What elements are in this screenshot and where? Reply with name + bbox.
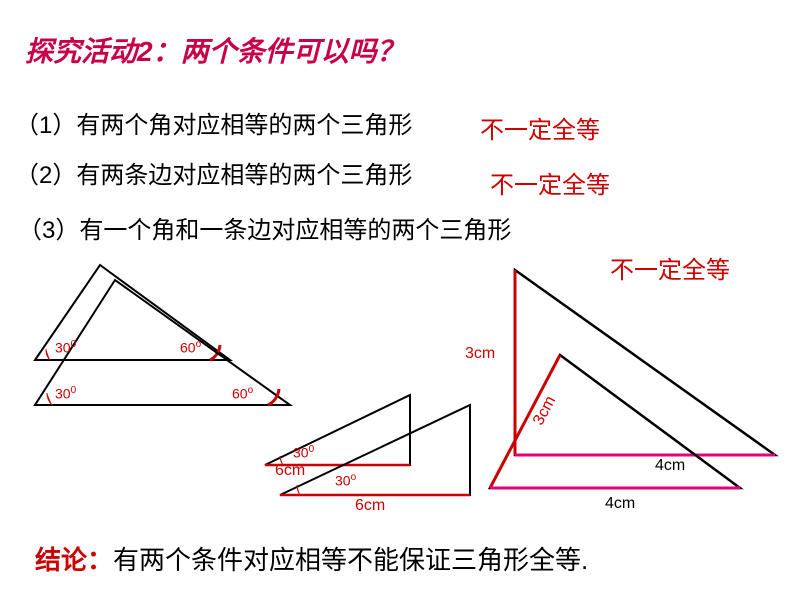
label-3cm-1: 3cm [465, 345, 495, 363]
answer-1: 不一定全等 [480, 110, 600, 145]
label-6cm-1: 6cm [275, 462, 305, 480]
title-question: 两个条件可以吗？ [181, 36, 405, 67]
d3-triangle-back [515, 270, 775, 455]
conclusion-label: 结论： [35, 545, 113, 575]
d3-triangle-front [490, 355, 740, 488]
label-4cm-1: 4cm [655, 457, 685, 475]
label-angle-30-4: 30o [335, 472, 356, 489]
conclusion: 结论：有两个条件对应相等不能保证三角形全等. [35, 540, 588, 577]
conclusion-text: 有两个条件对应相等不能保证三角形全等. [113, 545, 588, 575]
statement-1: （1）有两个角对应相等的两个三角形 [15, 105, 412, 140]
label-4cm-2: 4cm [605, 495, 635, 513]
label-6cm-2: 6cm [355, 497, 385, 515]
triangles-svg [0, 240, 794, 530]
title-prefix: 探究活动2： [25, 36, 181, 67]
d1-angle-mark-1 [46, 349, 50, 360]
label-angle-60-2: 60o [232, 385, 253, 402]
answer-2: 不一定全等 [490, 165, 610, 200]
d1-angle-mark-3 [47, 393, 52, 405]
label-angle-30-2: 300 [55, 385, 76, 402]
label-angle-30-3: 300 [293, 444, 314, 461]
statement-2: （2）有两条边对应相等的两个三角形 [15, 155, 412, 190]
diagram-container: 300 60o 300 60o 300 6cm 30o 6cm 3cm 3cm … [0, 240, 794, 530]
page-title: 探究活动2：两个条件可以吗？ [25, 30, 405, 70]
label-angle-30-1: 300 [55, 339, 76, 356]
label-angle-60-1: 60o [180, 339, 201, 356]
